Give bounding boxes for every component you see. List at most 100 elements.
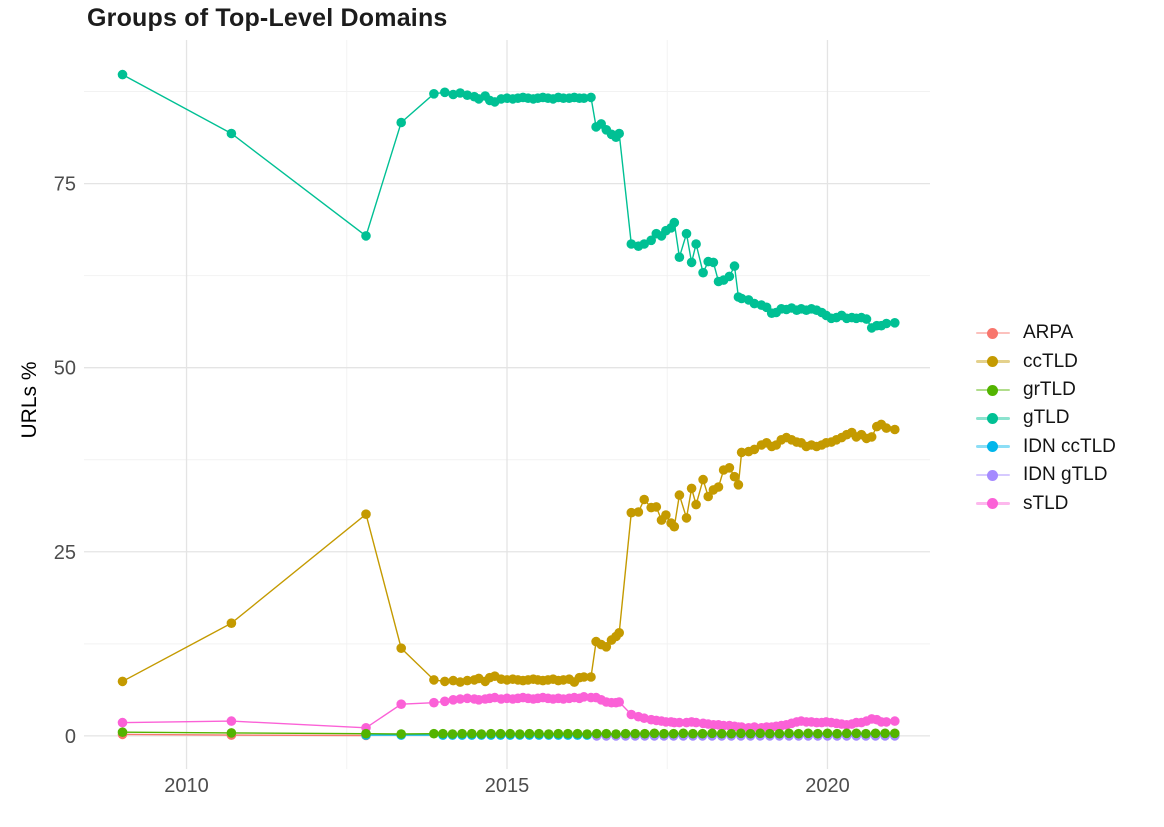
- data-point: [361, 728, 371, 739]
- y-tick-label: 50: [54, 358, 76, 380]
- data-point: [681, 228, 692, 239]
- gridlines: [84, 40, 930, 769]
- data-point: [870, 728, 881, 739]
- data-point: [534, 728, 544, 739]
- data-point: [586, 92, 596, 103]
- data-point: [440, 676, 450, 687]
- data-point: [713, 482, 724, 492]
- data-point: [639, 494, 649, 505]
- legend-item-cctld: ccTLD: [976, 347, 1116, 375]
- data-point: [813, 728, 823, 739]
- data-point: [745, 728, 756, 739]
- data-point: [601, 642, 612, 652]
- data-point: [736, 447, 747, 458]
- data-point: [651, 502, 662, 512]
- data-point: [440, 696, 450, 707]
- data-point: [467, 728, 477, 739]
- data-point: [691, 499, 701, 510]
- data-point: [686, 257, 697, 268]
- data-point: [614, 697, 624, 707]
- data-point: [851, 728, 862, 739]
- data-point: [707, 728, 717, 739]
- data-point: [611, 729, 621, 739]
- data-point: [429, 675, 439, 685]
- series-gtld: [117, 69, 900, 333]
- data-point: [226, 728, 237, 738]
- data-point: [495, 728, 506, 739]
- legend-key-icon: [976, 327, 1010, 339]
- data-point: [881, 717, 892, 727]
- axis-tick-labels: 0 25 50 75 2010 2015 2020: [54, 174, 850, 797]
- data-point: [661, 510, 671, 520]
- data-point: [524, 728, 535, 739]
- legend-item-arpa: ARPA: [976, 319, 1116, 347]
- data-point: [515, 729, 525, 739]
- data-point: [726, 728, 737, 739]
- data-point: [755, 728, 765, 739]
- legend-item-stld: sTLD: [976, 489, 1116, 517]
- data-point: [438, 728, 448, 739]
- data-point: [832, 728, 842, 739]
- data-point: [841, 728, 852, 739]
- page-title: Groups of Top-Level Domains: [87, 4, 448, 32]
- data-point: [659, 728, 669, 739]
- data-point: [572, 728, 583, 739]
- data-point: [226, 128, 237, 139]
- legend-key-icon: [976, 469, 1010, 481]
- data-point: [708, 257, 719, 268]
- data-point: [698, 267, 708, 278]
- data-point: [866, 432, 877, 442]
- data-point: [396, 117, 407, 128]
- legend-item-idn-gtld: IDN gTLD: [976, 461, 1116, 489]
- data-point: [614, 128, 624, 139]
- data-point: [361, 509, 371, 519]
- data-point: [724, 271, 735, 282]
- data-point: [601, 728, 612, 739]
- data-point: [646, 235, 656, 246]
- data-point: [579, 692, 589, 702]
- data-point: [774, 728, 785, 739]
- data-point: [614, 628, 624, 638]
- data-point: [890, 424, 900, 435]
- data-point: [626, 507, 637, 518]
- data-point: [793, 728, 804, 739]
- legend: ARPA ccTLD grTLD gTLD IDN ccTLD IDN gTLD…: [976, 319, 1116, 518]
- series-line: [122, 73, 895, 329]
- data-point: [668, 728, 679, 739]
- data-point: [117, 717, 128, 728]
- data-point: [724, 463, 735, 473]
- data-point: [455, 694, 466, 704]
- data-point: [822, 728, 833, 739]
- data-point: [447, 729, 458, 739]
- data-point: [688, 728, 698, 739]
- data-point: [476, 729, 487, 739]
- legend-label: IDN gTLD: [1023, 464, 1108, 486]
- data-point: [582, 729, 592, 739]
- data-point: [448, 695, 459, 705]
- legend-item-gtld: gTLD: [976, 404, 1116, 432]
- data-point: [881, 423, 892, 433]
- data-point: [117, 727, 128, 737]
- y-tick-label: 75: [54, 174, 76, 196]
- data-point: [691, 717, 701, 728]
- series-arpa: [117, 729, 371, 741]
- data-point: [674, 717, 685, 728]
- data-point: [586, 672, 596, 682]
- data-point: [674, 490, 685, 500]
- data-point: [681, 513, 692, 523]
- legend-label: grTLD: [1023, 378, 1076, 400]
- data-point: [620, 728, 631, 739]
- data-point: [429, 697, 439, 708]
- data-point: [698, 474, 708, 485]
- data-point: [686, 483, 697, 494]
- data-point: [396, 699, 407, 709]
- data-point: [396, 643, 407, 653]
- x-tick-label: 2015: [485, 775, 530, 797]
- data-point: [579, 93, 589, 103]
- data-point: [881, 318, 892, 329]
- data-point: [716, 728, 727, 739]
- legend-key-icon: [976, 412, 1010, 424]
- data-point: [736, 728, 746, 739]
- data-point: [697, 728, 708, 739]
